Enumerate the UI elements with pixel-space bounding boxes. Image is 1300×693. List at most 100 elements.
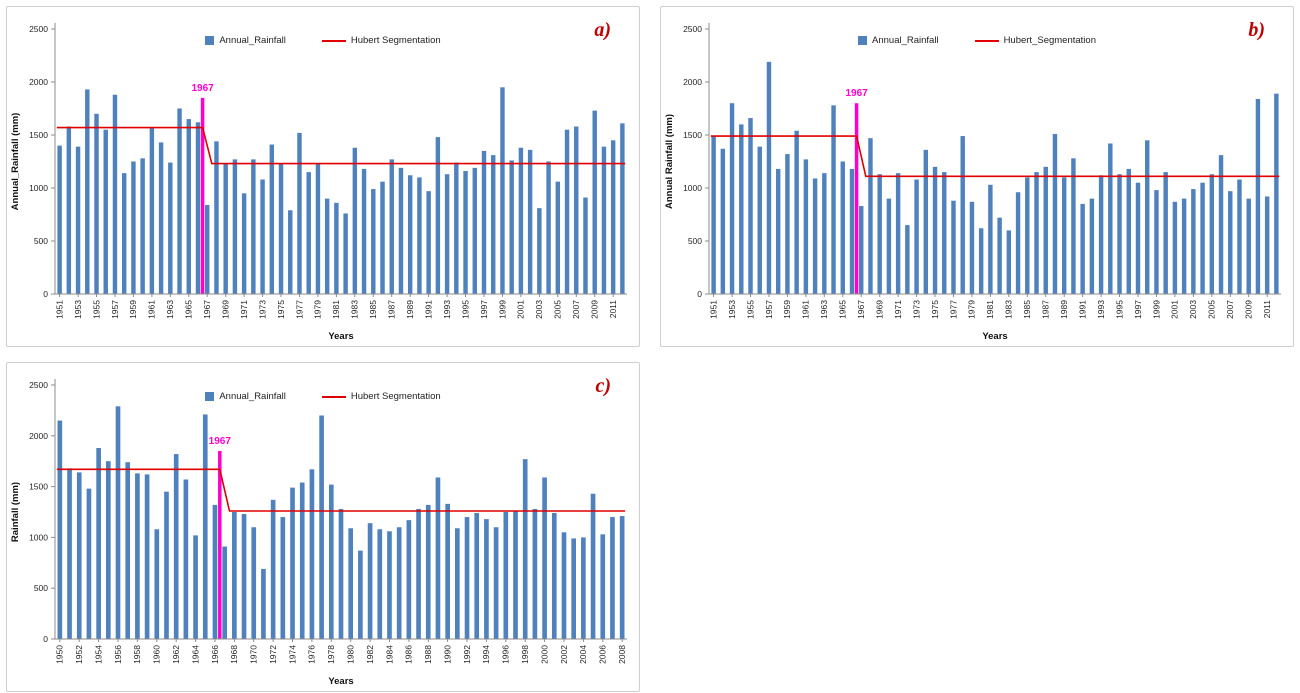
svg-text:1987: 1987 (387, 300, 397, 319)
svg-text:1963: 1963 (165, 300, 175, 319)
svg-text:Annual_Rainfall (mm): Annual_Rainfall (mm) (10, 113, 21, 211)
svg-text:1998: 1998 (520, 645, 530, 664)
svg-text:1978: 1978 (326, 645, 336, 664)
svg-text:1985: 1985 (1022, 300, 1032, 319)
svg-text:1959: 1959 (782, 300, 792, 319)
svg-text:1977: 1977 (948, 300, 958, 319)
chart-svg: 1967 0 500 1000 1500 2000 2500 1950 1952 1954 1956… (10, 379, 627, 687)
svg-text:1974: 1974 (287, 645, 297, 664)
svg-text:1965: 1965 (184, 300, 194, 319)
svg-text:1983: 1983 (350, 300, 360, 319)
svg-text:2001: 2001 (516, 300, 526, 319)
svg-text:2500: 2500 (683, 24, 702, 34)
svg-text:2007: 2007 (1225, 300, 1235, 319)
svg-text:1953: 1953 (727, 300, 737, 319)
svg-text:1981: 1981 (331, 300, 341, 319)
svg-text:1989: 1989 (405, 300, 415, 319)
svg-text:1976: 1976 (307, 645, 317, 664)
svg-text:1982: 1982 (365, 645, 375, 664)
svg-text:0: 0 (697, 289, 702, 299)
svg-text:1975: 1975 (930, 300, 940, 319)
svg-text:2007: 2007 (571, 300, 581, 319)
panel-letter: a) (594, 19, 611, 41)
svg-text:500: 500 (34, 236, 48, 246)
chart-plot-area: 1967 0 500 1000 1500 2000 2500 1951 1953 1955 1957… (7, 7, 639, 346)
svg-text:1973: 1973 (257, 300, 267, 319)
svg-text:1963: 1963 (819, 300, 829, 319)
svg-text:2009: 2009 (590, 300, 600, 319)
svg-text:1955: 1955 (91, 300, 101, 319)
svg-text:2005: 2005 (1207, 300, 1217, 319)
svg-text:1996: 1996 (501, 645, 511, 664)
svg-text:1957: 1957 (764, 300, 774, 319)
svg-text:1995: 1995 (460, 300, 470, 319)
svg-text:1991: 1991 (1077, 300, 1087, 319)
svg-text:1500: 1500 (29, 130, 48, 140)
chart-svg: 1967 0 500 1000 1500 2000 2500 1951 1953 1955 1957… (10, 23, 627, 342)
svg-text:2005: 2005 (553, 300, 563, 319)
svg-text:1992: 1992 (462, 645, 472, 664)
chart-panel-c: Annual_Rainfall Hubert Segmentation c) 1… (6, 362, 640, 692)
svg-text:1951: 1951 (54, 300, 64, 319)
svg-text:1000: 1000 (29, 183, 48, 193)
svg-text:1997: 1997 (1133, 300, 1143, 319)
svg-text:1979: 1979 (313, 300, 323, 319)
svg-text:1971: 1971 (239, 300, 249, 319)
svg-text:2500: 2500 (29, 380, 48, 390)
svg-text:1985: 1985 (368, 300, 378, 319)
panel-letter: b) (1248, 19, 1265, 41)
svg-text:2000: 2000 (29, 431, 48, 441)
svg-text:500: 500 (688, 236, 702, 246)
svg-text:1952: 1952 (74, 645, 84, 664)
chart-plot-area: 1967 0 500 1000 1500 2000 2500 1950 1952 1954 1956… (7, 363, 639, 691)
svg-text:1965: 1965 (838, 300, 848, 319)
svg-text:1962: 1962 (171, 645, 181, 664)
charts-grid: Annual_Rainfall Hubert Segmentation a) 1… (6, 6, 1294, 692)
svg-text:1000: 1000 (683, 183, 702, 193)
svg-text:1984: 1984 (384, 645, 394, 664)
svg-text:1994: 1994 (481, 645, 491, 664)
svg-text:1951: 1951 (708, 300, 718, 319)
svg-text:2000: 2000 (539, 645, 549, 664)
svg-text:1959: 1959 (128, 300, 138, 319)
svg-text:1989: 1989 (1059, 300, 1069, 319)
svg-text:1975: 1975 (276, 300, 286, 319)
svg-text:2008: 2008 (617, 645, 627, 664)
svg-text:2500: 2500 (29, 24, 48, 34)
svg-text:1990: 1990 (442, 645, 452, 664)
svg-text:1969: 1969 (221, 300, 231, 319)
svg-text:2001: 2001 (1170, 300, 1180, 319)
svg-text:1967: 1967 (845, 88, 868, 99)
svg-text:1967: 1967 (202, 300, 212, 319)
svg-text:1970: 1970 (249, 645, 259, 664)
svg-text:1968: 1968 (229, 645, 239, 664)
svg-text:2006: 2006 (598, 645, 608, 664)
svg-text:1988: 1988 (423, 645, 433, 664)
svg-text:1964: 1964 (190, 645, 200, 664)
svg-text:1971: 1971 (893, 300, 903, 319)
svg-text:1967: 1967 (209, 436, 232, 447)
svg-text:1987: 1987 (1041, 300, 1051, 319)
svg-text:Years: Years (328, 676, 353, 687)
svg-text:1977: 1977 (294, 300, 304, 319)
svg-text:1956: 1956 (113, 645, 123, 664)
svg-text:1954: 1954 (93, 645, 103, 664)
svg-text:1997: 1997 (479, 300, 489, 319)
svg-text:1000: 1000 (29, 532, 48, 542)
svg-text:1983: 1983 (1004, 300, 1014, 319)
svg-text:1958: 1958 (132, 645, 142, 664)
svg-text:2003: 2003 (1188, 300, 1198, 319)
svg-text:2002: 2002 (559, 645, 569, 664)
svg-text:1991: 1991 (423, 300, 433, 319)
svg-text:2011: 2011 (1262, 300, 1272, 319)
svg-text:1980: 1980 (346, 645, 356, 664)
svg-text:1999: 1999 (497, 300, 507, 319)
svg-text:1967: 1967 (856, 300, 866, 319)
svg-text:500: 500 (34, 583, 48, 593)
svg-text:1969: 1969 (875, 300, 885, 319)
svg-text:2000: 2000 (29, 77, 48, 87)
svg-text:2000: 2000 (683, 77, 702, 87)
svg-text:1993: 1993 (1096, 300, 1106, 319)
svg-text:1995: 1995 (1114, 300, 1124, 319)
svg-text:1957: 1957 (110, 300, 120, 319)
